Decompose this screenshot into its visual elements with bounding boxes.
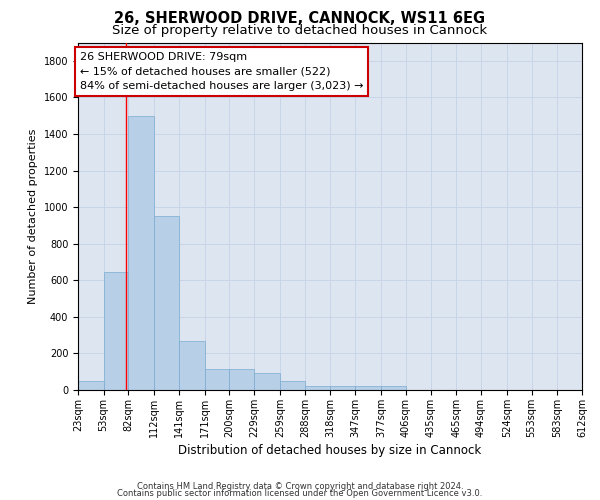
X-axis label: Distribution of detached houses by size in Cannock: Distribution of detached houses by size … [178,444,482,457]
Text: 26, SHERWOOD DRIVE, CANNOCK, WS11 6EG: 26, SHERWOOD DRIVE, CANNOCK, WS11 6EG [115,11,485,26]
Bar [331,386,355,390]
Bar [229,369,254,390]
Bar [305,386,331,390]
Bar [381,386,406,390]
Text: 26 SHERWOOD DRIVE: 79sqm
← 15% of detached houses are smaller (522)
84% of semi-: 26 SHERWOOD DRIVE: 79sqm ← 15% of detach… [80,52,363,91]
Y-axis label: Number of detached properties: Number of detached properties [28,128,38,304]
Bar [78,381,104,390]
Text: Size of property relative to detached houses in Cannock: Size of property relative to detached ho… [112,24,488,37]
Bar [205,369,229,390]
Text: Contains public sector information licensed under the Open Government Licence v3: Contains public sector information licen… [118,488,482,498]
Bar [128,116,154,390]
Bar [154,216,179,390]
Bar [280,381,305,390]
Bar [104,272,128,390]
Bar [254,372,280,390]
Text: Contains HM Land Registry data © Crown copyright and database right 2024.: Contains HM Land Registry data © Crown c… [137,482,463,491]
Bar [355,386,381,390]
Bar [179,340,205,390]
